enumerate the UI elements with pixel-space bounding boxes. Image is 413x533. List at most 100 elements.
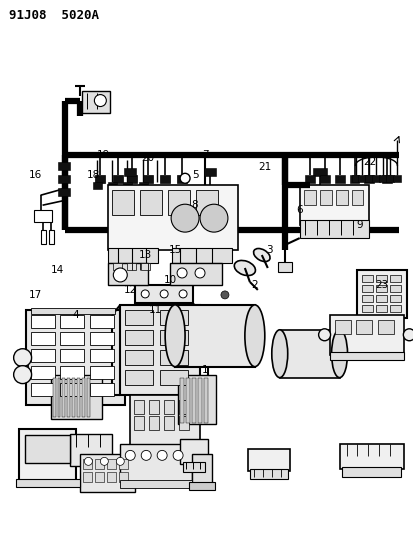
Ellipse shape bbox=[331, 330, 347, 377]
Bar bbox=[356, 320, 372, 334]
Bar bbox=[319, 190, 331, 205]
Bar bbox=[125, 330, 153, 345]
Text: 7: 7 bbox=[201, 150, 208, 160]
Bar bbox=[143, 175, 153, 183]
Bar bbox=[108, 263, 148, 285]
Bar bbox=[127, 263, 136, 270]
Bar bbox=[183, 462, 204, 472]
Bar bbox=[329, 352, 404, 360]
Bar bbox=[31, 349, 55, 362]
Bar bbox=[16, 479, 80, 487]
Bar bbox=[279, 330, 339, 377]
Bar bbox=[339, 445, 404, 470]
Bar bbox=[141, 263, 150, 270]
Bar bbox=[60, 349, 84, 362]
Bar bbox=[134, 416, 144, 431]
Circle shape bbox=[402, 329, 413, 341]
Bar bbox=[31, 332, 55, 345]
Bar bbox=[362, 285, 373, 292]
Circle shape bbox=[141, 450, 151, 461]
Bar bbox=[113, 263, 122, 270]
Circle shape bbox=[14, 349, 31, 367]
Text: 17: 17 bbox=[29, 290, 42, 300]
Bar bbox=[178, 375, 216, 424]
Bar bbox=[362, 295, 373, 302]
Bar bbox=[120, 480, 192, 488]
Bar bbox=[385, 175, 394, 182]
Circle shape bbox=[195, 268, 204, 278]
Bar bbox=[90, 349, 114, 362]
Bar bbox=[125, 310, 153, 325]
Bar bbox=[108, 182, 117, 189]
Text: 13: 13 bbox=[138, 250, 152, 260]
Bar bbox=[389, 285, 400, 292]
Bar bbox=[18, 354, 28, 373]
Bar bbox=[80, 454, 135, 492]
Text: 16: 16 bbox=[29, 171, 42, 180]
Circle shape bbox=[177, 268, 187, 278]
Bar bbox=[77, 377, 80, 417]
Bar bbox=[82, 91, 110, 112]
Bar bbox=[375, 305, 387, 312]
Bar bbox=[179, 416, 189, 431]
Bar bbox=[112, 190, 134, 215]
Bar bbox=[70, 434, 112, 466]
Bar bbox=[299, 185, 368, 225]
Bar bbox=[33, 210, 51, 222]
Text: 2: 2 bbox=[251, 280, 258, 290]
Bar bbox=[349, 175, 358, 183]
Ellipse shape bbox=[165, 305, 185, 367]
Text: 3: 3 bbox=[266, 245, 273, 255]
Bar bbox=[357, 270, 406, 318]
Bar bbox=[382, 175, 392, 183]
Bar bbox=[164, 400, 174, 414]
Circle shape bbox=[14, 366, 31, 384]
Circle shape bbox=[94, 94, 106, 107]
Bar bbox=[108, 248, 158, 263]
Bar bbox=[160, 330, 188, 345]
Text: 10: 10 bbox=[163, 275, 176, 285]
Bar bbox=[375, 295, 387, 302]
Circle shape bbox=[171, 204, 199, 232]
Bar bbox=[197, 377, 202, 424]
Circle shape bbox=[100, 457, 108, 465]
Text: 6: 6 bbox=[296, 205, 302, 215]
Text: 20: 20 bbox=[141, 154, 154, 163]
Bar bbox=[58, 188, 70, 196]
Text: 22: 22 bbox=[362, 157, 375, 167]
Ellipse shape bbox=[271, 330, 287, 377]
Bar bbox=[124, 168, 136, 176]
Bar bbox=[192, 454, 211, 484]
Bar bbox=[139, 182, 148, 189]
Bar bbox=[192, 377, 196, 424]
Bar bbox=[83, 459, 92, 470]
Bar bbox=[170, 263, 221, 285]
Circle shape bbox=[116, 457, 124, 465]
Bar bbox=[160, 370, 188, 385]
Bar bbox=[123, 182, 132, 189]
Text: 11: 11 bbox=[148, 305, 161, 315]
Bar bbox=[90, 332, 114, 345]
Bar bbox=[334, 175, 344, 183]
Text: 1: 1 bbox=[201, 365, 208, 375]
Bar bbox=[83, 472, 92, 482]
Bar bbox=[58, 163, 70, 171]
Bar bbox=[363, 175, 373, 183]
Bar bbox=[372, 175, 380, 182]
Ellipse shape bbox=[244, 305, 264, 367]
Bar bbox=[50, 375, 102, 419]
Bar bbox=[119, 472, 128, 482]
Text: 5: 5 bbox=[191, 171, 198, 180]
Text: 8: 8 bbox=[191, 200, 198, 210]
Bar bbox=[204, 168, 216, 176]
Bar bbox=[196, 190, 217, 215]
Text: 21: 21 bbox=[258, 163, 271, 172]
Bar bbox=[377, 320, 394, 334]
Bar bbox=[358, 175, 366, 182]
Bar bbox=[140, 190, 162, 215]
Text: 4: 4 bbox=[72, 310, 78, 320]
Bar bbox=[57, 377, 60, 417]
Bar bbox=[168, 190, 190, 215]
Bar bbox=[341, 467, 400, 477]
Bar bbox=[72, 377, 75, 417]
